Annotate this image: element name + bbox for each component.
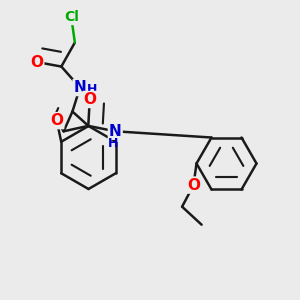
Text: N: N xyxy=(74,80,86,95)
Text: H: H xyxy=(87,82,97,95)
Text: O: O xyxy=(187,178,200,193)
Text: O: O xyxy=(50,113,63,128)
Text: N: N xyxy=(109,124,122,139)
Text: H: H xyxy=(108,137,118,150)
Text: O: O xyxy=(83,92,96,107)
Text: Cl: Cl xyxy=(64,10,79,24)
Text: O: O xyxy=(30,55,43,70)
